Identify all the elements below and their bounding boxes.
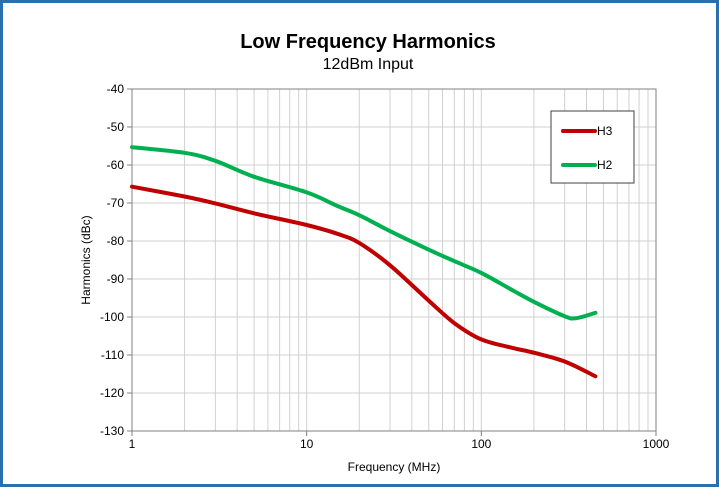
series-line-h2 [130, 145, 598, 321]
chart-title: Low Frequency Harmonics [240, 31, 496, 53]
series-lines [130, 145, 598, 379]
plot-area [131, 88, 657, 432]
y-tick-label: -90 [107, 272, 125, 286]
y-tick-label: -130 [100, 424, 124, 438]
y-tick-label: -80 [107, 234, 125, 248]
x-tick-label: 10 [300, 437, 314, 451]
x-axis-label: Frequency (MHz) [348, 460, 441, 474]
y-tick-label: -40 [107, 82, 125, 96]
legend-box [550, 110, 635, 184]
x-axis-ticks: 1 10 100 1000 [129, 431, 670, 451]
x-tick-label: 100 [471, 437, 491, 451]
legend: H3 H2 [550, 110, 635, 184]
legend-label-h2: H2 [597, 158, 613, 172]
y-tick-label: -70 [107, 196, 125, 210]
y-tick-label: -60 [107, 158, 125, 172]
chart-subtitle: 12dBm Input [323, 56, 414, 73]
y-tick-label: -120 [100, 386, 124, 400]
y-tick-label: -100 [100, 310, 124, 324]
series-line-h3 [130, 184, 598, 379]
harmonics-chart: Low Frequency Harmonics 12dBm Input -40-… [79, 31, 670, 474]
x-tick-label: 1 [129, 437, 136, 451]
legend-label-h3: H3 [597, 124, 613, 138]
x-tick-label: 1000 [643, 437, 670, 451]
y-tick-label: -50 [107, 120, 125, 134]
y-axis-ticks: -40 -50 -60 -70 -80 -90 -100 -110 -120 -130 [100, 82, 132, 438]
y-tick-label: -110 [101, 348, 124, 362]
y-axis-label: Harmonics (dBc) [79, 215, 93, 304]
